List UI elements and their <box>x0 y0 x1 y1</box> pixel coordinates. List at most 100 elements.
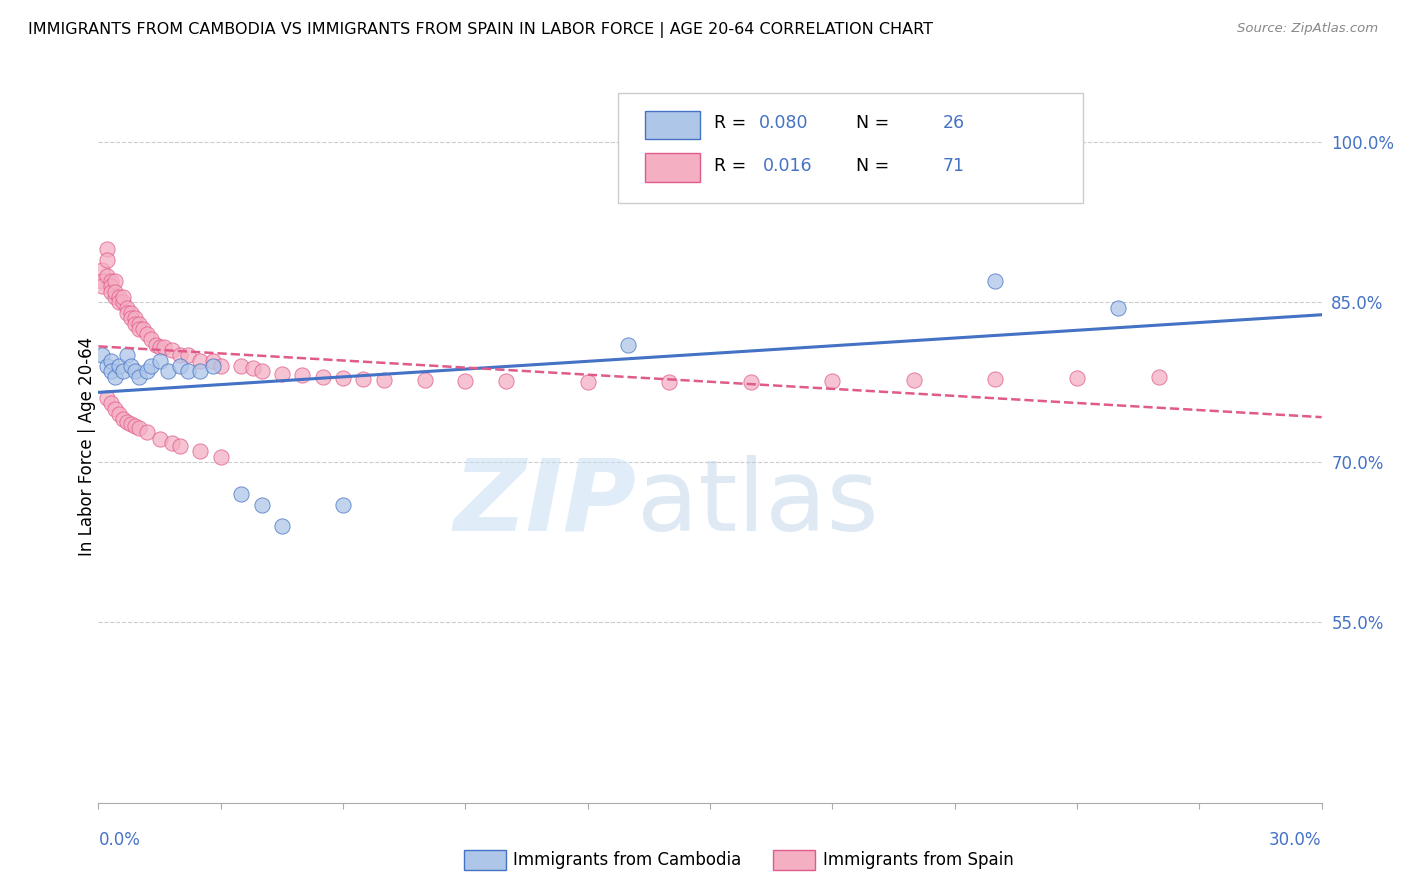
Point <box>141 359 163 373</box>
Point <box>242 361 264 376</box>
Point <box>96 252 118 267</box>
Point <box>188 444 212 458</box>
Point <box>177 349 200 363</box>
Point <box>332 498 354 512</box>
Text: atlas: atlas <box>637 455 879 551</box>
Point <box>177 364 200 378</box>
Point <box>104 285 127 299</box>
Text: N =: N = <box>845 157 894 175</box>
Point <box>124 317 146 331</box>
Point <box>413 373 436 387</box>
Point <box>111 412 134 426</box>
Point <box>124 311 146 326</box>
Point <box>120 417 142 431</box>
Point <box>145 338 167 352</box>
Text: IMMIGRANTS FROM CAMBODIA VS IMMIGRANTS FROM SPAIN IN LABOR FORCE | AGE 20-64 COR: IMMIGRANTS FROM CAMBODIA VS IMMIGRANTS F… <box>28 22 934 38</box>
Point <box>124 364 146 378</box>
Point <box>91 349 114 363</box>
Point <box>495 374 517 388</box>
Point <box>111 295 134 310</box>
Point <box>115 301 138 315</box>
Point <box>100 364 122 378</box>
Point <box>104 401 127 416</box>
Point <box>188 353 212 368</box>
Point <box>454 374 477 388</box>
Point <box>984 274 1007 288</box>
Point <box>108 359 131 373</box>
Text: Immigrants from Cambodia: Immigrants from Cambodia <box>513 851 741 869</box>
Point <box>96 242 118 256</box>
Point <box>96 268 118 283</box>
Point <box>100 274 122 288</box>
Point <box>100 396 122 410</box>
Point <box>312 369 335 384</box>
Point <box>115 415 138 429</box>
Point <box>91 279 114 293</box>
Point <box>617 338 640 352</box>
Point <box>984 372 1007 386</box>
Point <box>128 317 150 331</box>
Text: 30.0%: 30.0% <box>1270 831 1322 849</box>
Point <box>188 364 212 378</box>
Point <box>821 374 844 388</box>
Point <box>149 353 172 368</box>
Text: R =: R = <box>714 157 756 175</box>
Point <box>141 333 163 347</box>
Point <box>149 432 172 446</box>
Point <box>96 391 118 405</box>
Point <box>120 311 142 326</box>
Point <box>104 369 127 384</box>
Point <box>108 295 131 310</box>
Point <box>169 359 191 373</box>
Point <box>156 364 179 378</box>
Point <box>352 372 374 386</box>
Point <box>128 322 150 336</box>
Point <box>136 327 159 342</box>
Point <box>160 343 183 358</box>
Point <box>104 274 127 288</box>
Point <box>100 353 122 368</box>
Point <box>209 450 232 464</box>
Bar <box>645 153 700 182</box>
Point <box>332 371 354 385</box>
Text: 0.016: 0.016 <box>762 157 813 175</box>
Point <box>1107 301 1129 315</box>
Text: N =: N = <box>845 114 894 132</box>
Point <box>120 306 142 320</box>
Point <box>740 375 762 389</box>
Point <box>100 285 122 299</box>
Point <box>149 340 172 354</box>
Point <box>115 349 138 363</box>
Text: Immigrants from Spain: Immigrants from Spain <box>823 851 1014 869</box>
Point <box>124 418 146 433</box>
Point <box>201 353 224 368</box>
Point <box>91 274 114 288</box>
Point <box>209 359 232 373</box>
Bar <box>645 111 700 139</box>
Point <box>373 373 395 387</box>
Point <box>136 425 159 439</box>
Text: 71: 71 <box>942 157 965 175</box>
Point <box>96 359 118 373</box>
Point <box>576 375 599 389</box>
Point <box>108 407 131 421</box>
Point <box>91 263 114 277</box>
Point <box>169 349 191 363</box>
Text: 0.0%: 0.0% <box>98 831 141 849</box>
Point <box>115 306 138 320</box>
Point <box>1147 369 1170 384</box>
Point <box>270 367 294 381</box>
Point <box>270 519 294 533</box>
Point <box>128 421 150 435</box>
Point <box>111 364 134 378</box>
Y-axis label: In Labor Force | Age 20-64: In Labor Force | Age 20-64 <box>79 336 96 556</box>
FancyBboxPatch shape <box>619 93 1083 203</box>
Point <box>152 340 174 354</box>
Point <box>104 290 127 304</box>
Point <box>160 435 183 450</box>
Point <box>111 290 134 304</box>
Point <box>231 487 253 501</box>
Point <box>128 369 150 384</box>
Point <box>108 290 131 304</box>
Text: Source: ZipAtlas.com: Source: ZipAtlas.com <box>1237 22 1378 36</box>
